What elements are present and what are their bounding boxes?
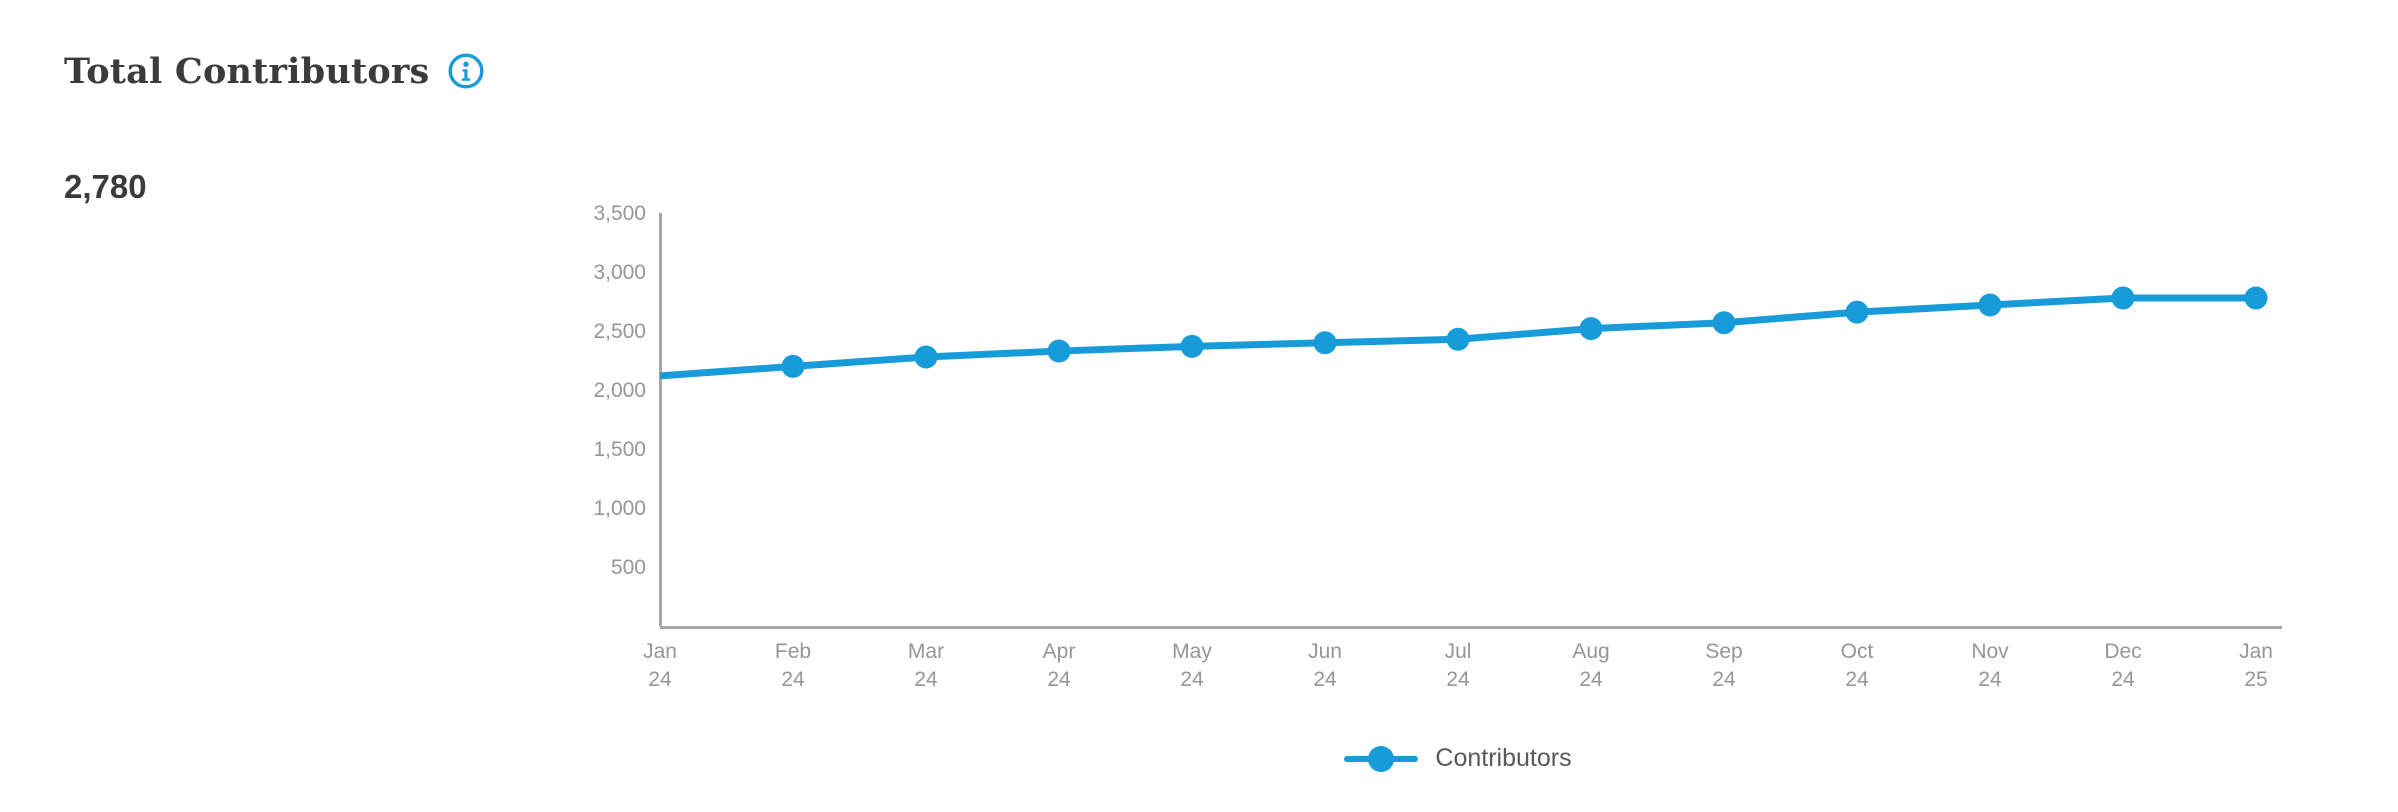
- chart-legend: Contributors: [660, 744, 2256, 773]
- chart-data-point[interactable]: [1712, 311, 1736, 335]
- x-axis-label-year: 24: [1047, 668, 1071, 691]
- chart-data-point[interactable]: [1313, 331, 1337, 355]
- card-header: Total Contributors: [64, 52, 485, 90]
- contributors-line-chart[interactable]: 500 1,000 1,500 2,000 2,500 3,000 3,500 Jan 24 Fe…: [0, 0, 2398, 740]
- x-axis-label-year: 24: [781, 668, 805, 691]
- x-axis-label-month: Jul: [1445, 640, 1472, 663]
- x-axis-label-year: 24: [1712, 668, 1736, 691]
- chart-data-point[interactable]: [1978, 293, 2002, 317]
- x-axis-label-year: 24: [1845, 668, 1869, 691]
- x-axis-label-year: 25: [2244, 668, 2267, 691]
- x-axis-label-month: Jan: [2239, 640, 2273, 663]
- x-axis-label-year: 24: [914, 668, 938, 691]
- x-axis-label-month: Jan: [643, 640, 677, 663]
- x-axis-label-month: Sep: [1705, 640, 1742, 663]
- x-axis-label-year: 24: [648, 668, 672, 691]
- y-axis-label: 1,500: [593, 438, 646, 461]
- x-axis-label-month: Nov: [1971, 640, 2009, 663]
- chart-data-point[interactable]: [914, 345, 938, 369]
- x-axis-label-year: 24: [1446, 668, 1470, 691]
- y-axis-label: 3,500: [593, 202, 646, 225]
- x-axis-label-year: 24: [1579, 668, 1603, 691]
- x-axis-label-month: Dec: [2104, 640, 2141, 663]
- chart-data-point[interactable]: [781, 354, 805, 378]
- legend-line-marker-icon[interactable]: [1344, 745, 1419, 773]
- x-axis-label-year: 24: [1978, 668, 2002, 691]
- y-axis-label: 1,000: [593, 497, 646, 520]
- y-axis-label: 2,000: [593, 379, 646, 402]
- x-axis-label-month: Feb: [775, 640, 811, 663]
- metric-value: 2,780: [64, 168, 147, 205]
- x-axis-label-year: 24: [1313, 668, 1337, 691]
- x-axis-label-month: May: [1172, 640, 1212, 663]
- chart-data-point[interactable]: [1047, 339, 1071, 363]
- x-axis-label-year: 24: [1180, 668, 1204, 691]
- x-axis-label-month: Jun: [1308, 640, 1342, 663]
- chart-data-point[interactable]: [1446, 327, 1470, 351]
- x-axis-label-month: Apr: [1043, 640, 1076, 663]
- y-axis-label: 3,000: [593, 261, 646, 284]
- x-axis-label-month: Aug: [1572, 640, 1609, 663]
- chart-data-point[interactable]: [1180, 334, 1204, 358]
- y-axis-label: 2,500: [593, 320, 646, 343]
- legend-label[interactable]: Contributors: [1435, 744, 1572, 772]
- chart-data-point[interactable]: [2111, 286, 2135, 310]
- legend-dot-icon: [1368, 745, 1395, 772]
- x-axis-label-month: Mar: [908, 640, 944, 663]
- y-axis-label: 500: [611, 556, 646, 579]
- x-axis-label-month: Oct: [1841, 640, 1874, 663]
- chart-data-point[interactable]: [1845, 300, 1869, 324]
- info-icon[interactable]: [447, 52, 485, 90]
- x-axis-label-year: 24: [2111, 668, 2135, 691]
- page-title: Total Contributors: [64, 50, 430, 92]
- chart-data-point[interactable]: [1579, 317, 1603, 341]
- chart-data-point[interactable]: [2244, 286, 2268, 310]
